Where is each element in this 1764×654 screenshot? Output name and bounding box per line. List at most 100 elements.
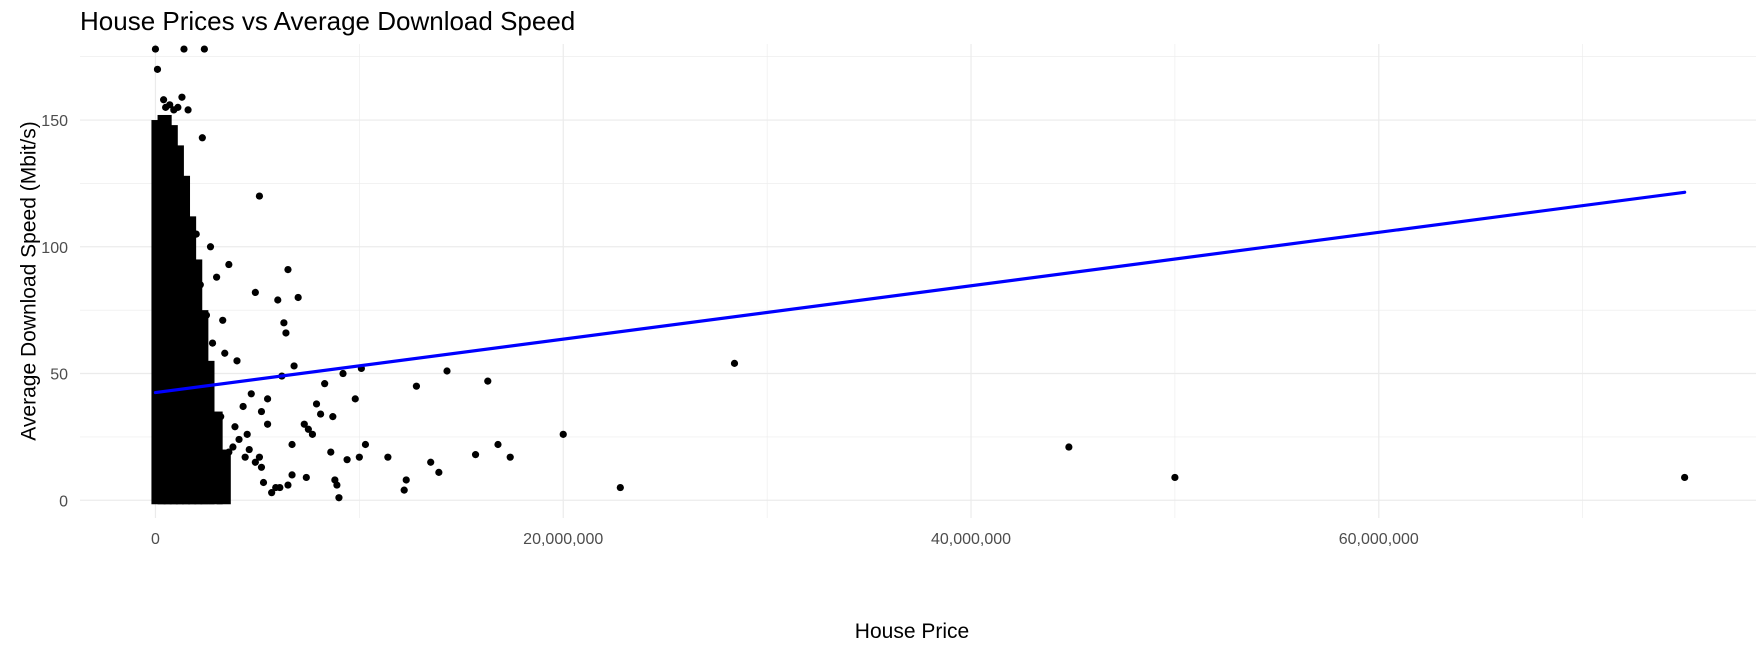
grid-lines — [80, 44, 1756, 518]
data-point — [243, 430, 251, 438]
data-point — [284, 265, 292, 274]
data-point — [339, 369, 347, 378]
data-point — [268, 489, 276, 497]
dense-cluster-block — [216, 449, 231, 505]
data-point — [257, 463, 266, 471]
data-point — [259, 478, 268, 487]
data-point — [206, 243, 215, 251]
data-point — [302, 473, 310, 482]
y-tick-label: 100 — [41, 240, 68, 257]
data-point — [1681, 473, 1689, 482]
y-axis-title: Average Download Speed (Mbit/s) — [17, 121, 40, 440]
data-point — [255, 453, 264, 461]
data-point — [361, 440, 370, 449]
data-point — [180, 45, 188, 53]
data-point — [217, 413, 225, 421]
data-point — [225, 260, 233, 269]
data-point — [235, 435, 243, 444]
data-point — [484, 377, 492, 385]
data-point — [351, 395, 359, 403]
data-point — [355, 453, 363, 461]
data-point — [247, 390, 255, 398]
data-point — [155, 129, 164, 137]
data-point — [208, 339, 217, 347]
data-point — [343, 456, 351, 464]
data-point — [245, 445, 253, 454]
data-point — [308, 430, 317, 438]
data-point — [174, 103, 182, 111]
data-point — [327, 448, 335, 456]
data-point — [284, 481, 292, 489]
data-point — [200, 45, 208, 53]
data-point — [288, 471, 296, 479]
data-point — [251, 458, 259, 466]
x-axis-title: House Price — [855, 620, 969, 643]
trend-line-layer — [153, 190, 1687, 395]
data-point — [282, 329, 290, 337]
data-point — [190, 405, 198, 413]
x-tick-label: 20,000,000 — [523, 531, 603, 548]
trend-line — [153, 190, 1687, 395]
data-point — [1065, 443, 1073, 451]
data-point — [159, 96, 168, 104]
y-tick-label: 0 — [59, 493, 68, 510]
y-tick-label: 150 — [41, 113, 68, 130]
data-point — [400, 486, 408, 494]
data-point — [241, 453, 249, 461]
data-point — [263, 420, 272, 428]
data-point — [229, 443, 237, 451]
data-point — [219, 316, 227, 324]
data-point — [427, 458, 435, 466]
data-point — [178, 93, 186, 101]
data-point — [471, 451, 480, 459]
data-point — [494, 440, 502, 449]
data-point — [225, 448, 233, 456]
data-point — [213, 273, 221, 281]
data-point — [176, 268, 184, 276]
data-point — [272, 483, 280, 492]
data-point — [182, 217, 190, 226]
data-point — [312, 400, 321, 408]
data-point — [333, 481, 341, 489]
data-point — [202, 311, 211, 319]
data-point — [384, 453, 392, 461]
data-point — [221, 466, 229, 474]
data-points — [151, 45, 1689, 502]
data-point — [153, 65, 162, 73]
data-point — [186, 298, 194, 307]
data-point — [412, 382, 421, 390]
data-point — [288, 440, 296, 449]
data-point — [164, 167, 172, 175]
data-point — [329, 413, 337, 421]
dense-point-cluster — [151, 114, 231, 505]
tick-labels: 0 20,000,000 40,000,000 60,000,000 0 50 100 150 — [41, 113, 1419, 548]
data-point — [274, 296, 282, 304]
data-point — [157, 116, 166, 124]
data-point — [506, 453, 514, 461]
data-point — [290, 362, 298, 370]
data-point — [730, 359, 739, 367]
data-point — [280, 319, 288, 327]
y-tick-label: 50 — [50, 367, 68, 384]
data-point — [196, 281, 204, 289]
data-point — [335, 494, 343, 502]
data-point — [255, 192, 264, 200]
data-point — [202, 473, 211, 482]
data-point — [215, 473, 223, 482]
data-point — [166, 101, 174, 109]
data-point — [198, 134, 206, 142]
data-point — [162, 141, 170, 149]
data-point — [233, 357, 241, 365]
data-point — [151, 45, 160, 53]
data-point — [294, 293, 302, 302]
data-point — [443, 367, 451, 375]
x-tick-label: 60,000,000 — [1339, 531, 1419, 548]
data-point — [194, 374, 202, 383]
data-point — [221, 349, 229, 357]
data-point — [321, 380, 329, 388]
data-point — [188, 250, 196, 258]
data-point — [402, 476, 410, 484]
chart-title: House Prices vs Average Download Speed — [80, 6, 576, 36]
